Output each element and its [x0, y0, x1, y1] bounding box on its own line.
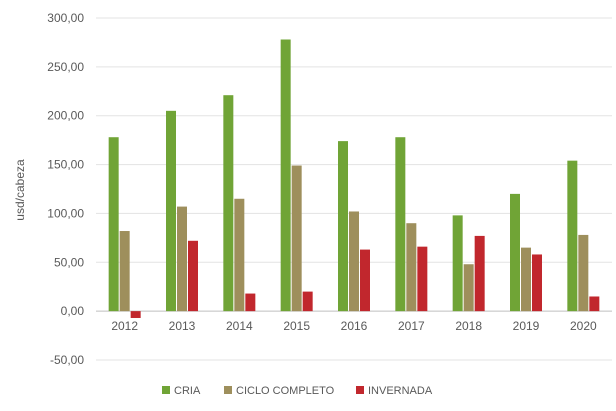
bar-invernada-2019: [532, 254, 542, 312]
legend-label: INVERNADA: [368, 385, 433, 397]
bar-ciclo-completo-2015: [291, 165, 302, 312]
x-tick-label: 2012: [111, 319, 138, 333]
y-axis-ticks: -50,00 0,00 50,00 100,00 150,00 200,00 250,00 3…: [47, 11, 84, 367]
bar-cria-2020: [567, 160, 578, 312]
legend-swatch-ciclo-completo: [224, 386, 232, 394]
bar-invernada-2014: [245, 293, 256, 312]
legend-swatch-invernada: [356, 386, 364, 394]
y-tick-label: 50,00: [54, 255, 84, 269]
x-tick-label: 2014: [226, 319, 253, 333]
x-tick-label: 2016: [341, 319, 368, 333]
legend-label: CRIA: [174, 385, 201, 397]
bar-ciclo-completo-2013: [177, 206, 187, 312]
x-tick-label: 2018: [455, 319, 482, 333]
legend-swatch-cria: [162, 386, 170, 394]
bar-cria-2014: [223, 95, 234, 312]
bar-cria-2019: [510, 193, 520, 312]
legend: CRIA CICLO COMPLETO INVERNADA: [162, 385, 433, 397]
bar-ciclo-completo-2020: [578, 234, 589, 312]
bar-invernada-2013: [188, 240, 198, 312]
bar-ciclo-completo-2012: [119, 231, 130, 312]
x-tick-label: 2017: [398, 319, 425, 333]
y-tick-label: 100,00: [47, 206, 84, 220]
bar-cria-2013: [166, 110, 176, 312]
y-axis-title: usd/cabeza: [13, 159, 27, 221]
x-tick-label: 2019: [513, 319, 540, 333]
y-tick-label: 150,00: [47, 158, 84, 172]
bar-ciclo-completo-2014: [234, 198, 245, 312]
bar-cria-2015: [280, 39, 291, 312]
x-tick-label: 2020: [570, 319, 597, 333]
x-tick-label: 2015: [283, 319, 310, 333]
bar-ciclo-completo-2016: [349, 211, 359, 312]
bar-cria-2018: [452, 215, 463, 312]
y-tick-label: 250,00: [47, 60, 84, 74]
y-tick-label: -50,00: [50, 353, 84, 367]
x-tick-label: 2013: [169, 319, 196, 333]
bar-invernada-2017: [417, 246, 428, 312]
bar-invernada-2020: [589, 296, 600, 312]
bar-ciclo-completo-2018: [463, 264, 474, 312]
y-tick-label: 300,00: [47, 11, 84, 25]
bar-invernada-2018: [474, 235, 485, 312]
x-axis-ticks: 2012 2013 2014 2015 2016 2017 2018 2019 2020: [111, 319, 597, 333]
bar-cria-2012: [108, 137, 119, 312]
legend-label: CICLO COMPLETO: [236, 385, 335, 397]
bar-cria-2016: [338, 141, 348, 312]
bar-cria-2017: [395, 137, 406, 312]
bars: [108, 39, 600, 318]
y-tick-label: 200,00: [47, 109, 84, 123]
bar-invernada-2012: [130, 311, 141, 318]
bar-invernada-2016: [360, 249, 370, 312]
bar-ciclo-completo-2019: [521, 247, 531, 312]
bar-ciclo-completo-2017: [406, 223, 417, 312]
y-tick-label: 0,00: [61, 304, 85, 318]
bar-invernada-2015: [302, 291, 313, 312]
